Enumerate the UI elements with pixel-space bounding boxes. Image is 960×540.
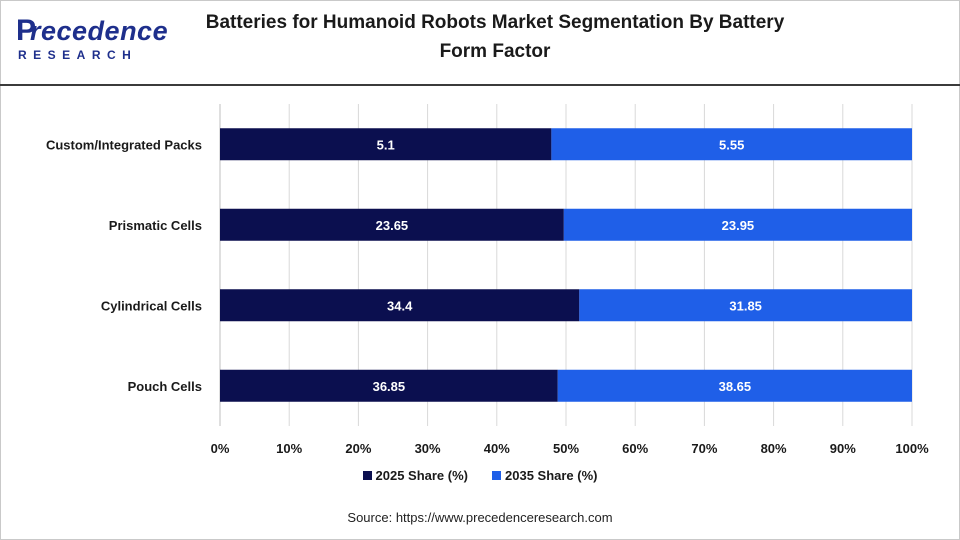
logo-initial: P: [16, 14, 37, 47]
category-label: Pouch Cells: [128, 379, 202, 394]
x-tick-label: 10%: [276, 441, 302, 456]
data-label: 23.95: [722, 218, 755, 233]
bar-segment-2035: [579, 289, 912, 322]
x-tick-label: 80%: [761, 441, 787, 456]
legend-swatch-2035: [492, 471, 501, 480]
data-label: 31.85: [729, 298, 762, 313]
legend: 2025 Share (%) 2035 Share (%): [0, 468, 960, 483]
legend-label-2025: 2025 Share (%): [375, 468, 469, 483]
data-label: 36.85: [373, 379, 406, 394]
category-label: Cylindrical Cells: [101, 298, 202, 313]
x-tick-label: 90%: [830, 441, 856, 456]
x-tick-label: 100%: [895, 441, 929, 456]
data-label: 23.65: [376, 218, 409, 233]
logo-wordmark: recedence: [30, 16, 169, 46]
category-labels: Custom/Integrated Packs Prismatic Cells Cy…: [46, 137, 202, 394]
x-tick-label: 20%: [345, 441, 371, 456]
x-tick-label: 60%: [622, 441, 648, 456]
logo-subtitle: RESEARCH: [18, 48, 138, 62]
category-label: Prismatic Cells: [109, 218, 202, 233]
bar-segment-2035: [551, 128, 912, 161]
brand-logo: P recedence RESEARCH: [16, 14, 169, 64]
x-tick-labels: 0% 10% 20% 30% 40% 50% 60% 70% 80% 90% 100%: [211, 441, 929, 456]
category-label: Custom/Integrated Packs: [46, 137, 202, 152]
bar-segment-2035: [557, 369, 912, 402]
header: P recedence RESEARCH Batteries for Human…: [0, 0, 960, 86]
x-tick-label: 40%: [484, 441, 510, 456]
legend-item-2035: 2035 Share (%): [492, 468, 598, 483]
data-label: 34.4: [387, 298, 413, 313]
bars: 5.1 5.55 23.65 23.95 34.4 31.85 36.85 38.65: [220, 128, 912, 402]
x-tick-label: 50%: [553, 441, 579, 456]
bar-segment-2025: [220, 208, 564, 241]
chart-title: Batteries for Humanoid Robots Market Seg…: [205, 12, 785, 62]
legend-swatch-2025: [362, 471, 372, 480]
x-tick-label: 0%: [211, 441, 230, 456]
x-tick-label: 30%: [415, 441, 441, 456]
legend-item-2025: 2025 Share (%): [362, 468, 469, 483]
data-label: 38.65: [719, 379, 752, 394]
legend-label-2035: 2035 Share (%): [505, 468, 598, 483]
data-label: 5.55: [719, 137, 744, 152]
bar-segment-2025: [220, 128, 552, 161]
data-label: 5.1: [377, 137, 395, 152]
source-note: Source: https://www.precedenceresearch.c…: [347, 510, 613, 525]
bar-segment-2025: [220, 289, 580, 322]
bar-segment-2035: [563, 208, 912, 241]
bar-segment-2025: [220, 369, 558, 402]
x-tick-label: 70%: [691, 441, 717, 456]
